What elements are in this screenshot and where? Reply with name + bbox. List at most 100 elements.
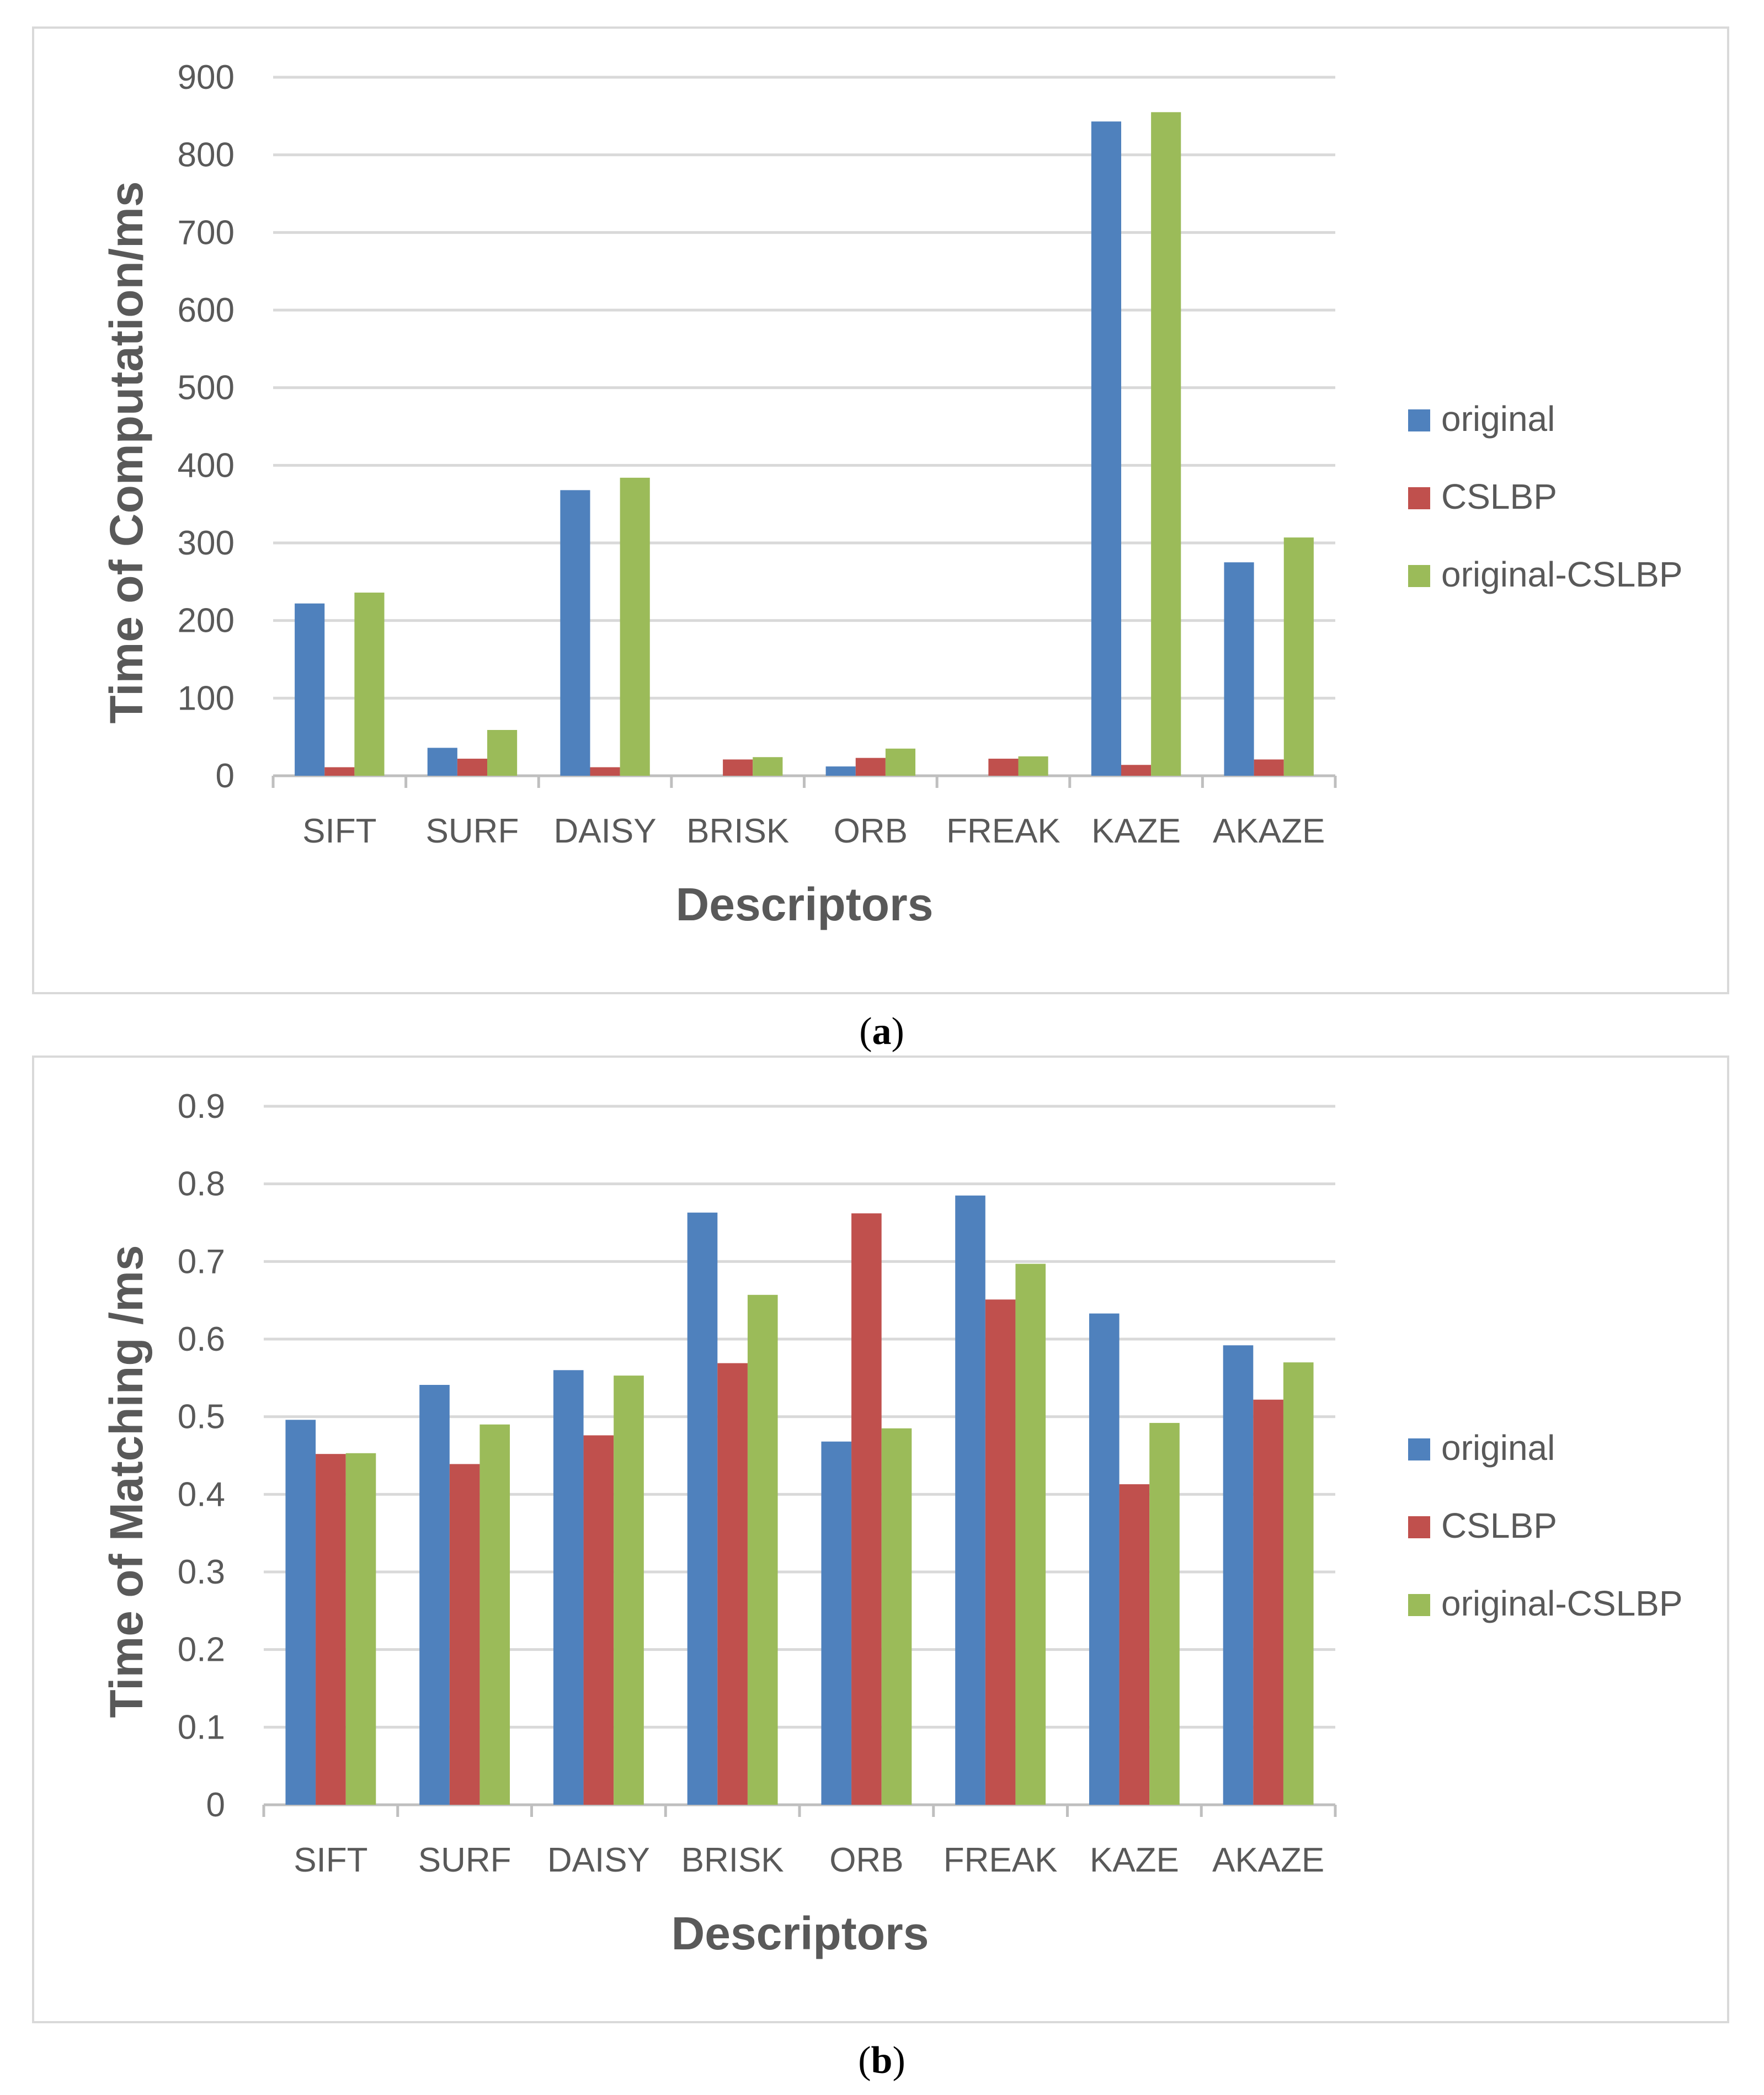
bar-original-surf [419,1384,450,1805]
y-tick-label: 0.4 [178,1475,225,1513]
bar-original-daisy [560,490,590,776]
bar-original-cslbp-kaze [1149,1422,1180,1805]
chart-frame-a [32,26,1729,994]
x-tick-label: SURF [418,1841,511,1879]
legend-swatch-cslbp [1408,1516,1430,1538]
x-tick-label: SIFT [294,1841,367,1879]
y-tick-label: 0.7 [178,1243,225,1281]
x-tick-label: ORB [834,812,908,850]
x-axis-title-b: Descriptors [672,1907,929,1959]
legend-swatch-original [1408,1438,1430,1460]
bar-original-daisy [553,1370,584,1805]
y-tick-label: 900 [178,58,235,97]
x-tick-label: SURF [426,812,519,850]
x-tick-label: FREAK [946,812,1060,850]
bar-cslbp-sift [324,767,355,776]
legend-label-cslbp: CSLBP [1441,1506,1557,1545]
y-tick-label: 200 [178,602,235,640]
legend-swatch-cslbp [1408,487,1430,509]
bar-original-cslbp-freak [1015,1264,1046,1805]
bar-cslbp-surf [449,1464,480,1805]
x-tick-label: KAZE [1090,1841,1179,1879]
y-tick-label: 100 [178,679,235,717]
bar-cslbp-akaze [1253,1399,1283,1805]
chart-panel-b: 0 0.1 0.2 0.3 0.4 0.5 0.6 0.7 0.8 0.9 SIFT SURF DAI… [32,1056,1729,2023]
legend-swatch-original-cslbp [1408,565,1430,587]
caption-b: (b) [858,2039,905,2082]
y-tick-label: 500 [178,369,235,407]
legend-b: original CSLBP original-CSLBP [1408,1428,1683,1623]
bar-cslbp-sift [316,1454,346,1805]
legend-label-cslbp: CSLBP [1441,477,1557,516]
bar-original-cslbp-freak [1018,756,1048,776]
bar-cslbp-orb [855,758,886,776]
bar-original-cslbp-brisk [753,757,783,776]
legend-label-original-cslbp: original-CSLBP [1441,1584,1683,1623]
y-axis-title-b: Time of Matching /ms [100,1245,152,1718]
x-tick-label: ORB [829,1841,903,1879]
bar-original-cslbp-akaze [1283,1362,1314,1805]
bar-original-kaze [1089,1313,1120,1805]
bar-original-cslbp-kaze [1151,112,1181,776]
bar-cslbp-freak [988,759,1019,776]
chart-panel-a: 0 100 200 300 400 500 600 700 800 900 SIFT SURF DAI… [32,26,1729,994]
bar-original-akaze [1223,1345,1254,1805]
bar-original-freak [955,1195,985,1805]
bar-cslbp-daisy [590,767,620,776]
bar-original-cslbp-akaze [1283,537,1314,776]
y-axis-title-a: Time of Computation/ms [100,181,152,723]
y-tick-label: 0 [216,757,235,795]
bar-original-surf [427,748,457,776]
y-tick-labels-b: 0 0.1 0.2 0.3 0.4 0.5 0.6 0.7 0.8 0.9 [178,1088,225,1824]
x-tick-label: BRISK [681,1841,784,1879]
y-tick-labels-a: 0 100 200 300 400 500 600 700 800 900 [178,58,235,795]
x-tick-label: DAISY [547,1841,650,1879]
y-tick-label: 700 [178,214,235,252]
bar-original-sift [285,1420,316,1805]
x-tick-label: SIFT [302,812,376,850]
bar-original-sift [295,603,325,776]
bar-original-akaze [1224,562,1254,776]
x-tick-label: AKAZE [1213,812,1325,850]
bar-original-cslbp-daisy [620,477,650,776]
x-tick-label: KAZE [1091,812,1181,850]
bar-original-cslbp-surf [487,730,518,776]
bar-cslbp-daisy [583,1435,614,1805]
y-tick-label: 0.9 [178,1088,225,1126]
bar-original-brisk [687,1212,718,1805]
legend-label-original-cslbp: original-CSLBP [1441,555,1683,594]
bar-original-kaze [1091,121,1121,776]
caption-a: (a) [859,1010,904,1053]
x-tick-label: FREAK [944,1841,1058,1879]
y-tick-label: 300 [178,524,235,562]
y-tick-label: 0.8 [178,1165,225,1203]
y-tick-label: 400 [178,446,235,484]
x-axis-title-a: Descriptors [676,878,934,930]
bar-cslbp-orb [851,1213,882,1805]
bar-cslbp-kaze [1121,765,1152,776]
x-tick-label: BRISK [686,812,789,850]
y-tick-label: 0.6 [178,1320,225,1358]
bar-original-cslbp-brisk [747,1294,778,1805]
legend-a: original CSLBP original-CSLBP [1408,399,1683,594]
x-tick-labels-a: SIFT SURF DAISY BRISK ORB FREAK KAZE AKAZE [302,812,1325,850]
x-tick-label: AKAZE [1212,1841,1324,1879]
bar-original-orb [825,766,856,776]
x-tick-label: DAISY [554,812,657,850]
bar-original-cslbp-surf [479,1424,510,1805]
bar-cslbp-surf [457,759,488,776]
legend-label-original: original [1441,1428,1555,1468]
bar-original-cslbp-daisy [614,1376,644,1805]
bar-original-cslbp-sift [345,1453,376,1805]
bar-original-cslbp-sift [354,593,385,776]
bar-cslbp-kaze [1119,1484,1150,1805]
y-tick-label: 600 [178,291,235,329]
legend-swatch-original-cslbp [1408,1594,1430,1616]
legend-swatch-original [1408,409,1430,431]
y-tick-label: 0 [206,1786,225,1824]
bar-original-cslbp-orb [881,1428,912,1805]
legend-label-original: original [1441,399,1555,439]
bar-original-cslbp-orb [885,748,916,776]
bar-original-orb [821,1441,852,1805]
